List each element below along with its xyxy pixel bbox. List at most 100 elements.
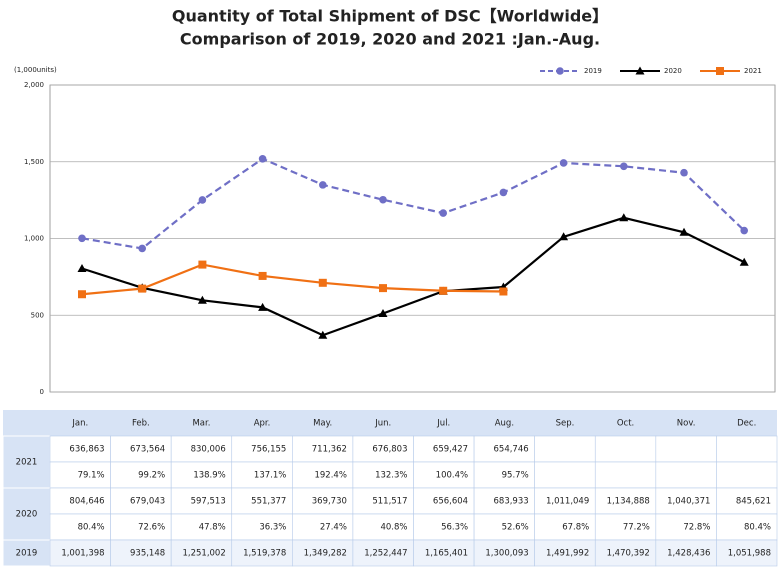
table-cell bbox=[352, 435, 414, 463]
table-month: Aug. bbox=[495, 419, 514, 429]
table-cell bbox=[170, 435, 233, 463]
marker bbox=[556, 67, 564, 75]
table-value: 656,604 bbox=[433, 497, 468, 507]
table-cell bbox=[292, 539, 354, 567]
table-value: 1,349,282 bbox=[304, 549, 347, 559]
table-cell bbox=[473, 435, 535, 463]
table-value: 597,513 bbox=[191, 497, 226, 507]
table-cell bbox=[170, 539, 233, 567]
table-value: 804,646 bbox=[69, 497, 104, 507]
table-value: 830,006 bbox=[191, 445, 226, 455]
table-cell bbox=[110, 513, 172, 541]
table-cell bbox=[110, 487, 172, 515]
table-cell bbox=[49, 461, 111, 489]
table-cell bbox=[49, 487, 111, 515]
table-cell bbox=[716, 513, 778, 541]
table-cell bbox=[292, 435, 354, 463]
marker bbox=[680, 168, 688, 177]
table-cell bbox=[352, 487, 414, 515]
table-cell bbox=[594, 435, 657, 463]
table-value: 1,001,398 bbox=[61, 549, 104, 559]
table-cell bbox=[716, 487, 778, 515]
table-yoy: 36.3% bbox=[259, 523, 286, 533]
table-year: 2019 bbox=[16, 549, 38, 559]
marker bbox=[439, 286, 448, 295]
table-yoy: 192.4% bbox=[314, 471, 346, 481]
table-cell bbox=[170, 513, 233, 541]
table-cell bbox=[716, 461, 778, 489]
table-cell bbox=[49, 539, 111, 567]
table-yoy: 72.6% bbox=[138, 523, 165, 533]
table-cell bbox=[655, 513, 717, 541]
table-cell bbox=[413, 435, 475, 463]
table-yoy: 67.8% bbox=[562, 523, 589, 533]
table-value: 654,746 bbox=[494, 445, 529, 455]
table-value: 369,730 bbox=[312, 497, 347, 507]
table-cell bbox=[534, 539, 596, 567]
marker bbox=[258, 302, 268, 311]
table-yoy: 27.4% bbox=[320, 523, 347, 533]
table-value: 1,428,436 bbox=[667, 549, 710, 559]
table-cell bbox=[594, 513, 657, 541]
marker bbox=[439, 209, 448, 217]
marker bbox=[138, 284, 147, 293]
table-month: Jul. bbox=[436, 419, 450, 429]
table-yoy: 52.6% bbox=[502, 523, 529, 533]
table-yoy: 77.2% bbox=[623, 523, 650, 533]
table-value: 551,377 bbox=[251, 497, 286, 507]
table-value: 676,803 bbox=[372, 445, 407, 455]
table-cell bbox=[231, 539, 293, 567]
table-cell bbox=[292, 461, 354, 489]
y-tick-label: 1,500 bbox=[24, 158, 44, 166]
table-yoy: 100.4% bbox=[436, 471, 468, 481]
table-yoy: 137.1% bbox=[254, 471, 286, 481]
series-line bbox=[81, 263, 504, 296]
series-line bbox=[81, 157, 745, 250]
table-cell bbox=[49, 435, 111, 463]
table-cell bbox=[110, 461, 172, 489]
marker bbox=[679, 227, 689, 236]
legend-label: 2019 bbox=[584, 67, 602, 75]
y-tick-label: 0 bbox=[40, 388, 44, 396]
table-yoy: 56.3% bbox=[441, 523, 468, 533]
table-cell bbox=[473, 487, 535, 515]
table-value: 1,165,401 bbox=[425, 549, 468, 559]
table-cell bbox=[473, 461, 535, 489]
table-cell bbox=[655, 435, 717, 463]
marker bbox=[499, 188, 508, 197]
marker bbox=[620, 162, 628, 171]
table-month: Dec. bbox=[737, 419, 756, 429]
marker bbox=[197, 295, 207, 304]
table-yoy: 72.8% bbox=[683, 523, 710, 533]
table-month: Sep. bbox=[556, 419, 575, 429]
table-month: Feb. bbox=[132, 419, 150, 429]
y-tick-label: 500 bbox=[31, 311, 44, 319]
table-row-header bbox=[2, 487, 51, 541]
table-year: 2020 bbox=[16, 510, 38, 520]
marker bbox=[716, 67, 724, 75]
marker bbox=[379, 195, 387, 204]
table-cell bbox=[110, 435, 172, 463]
table-yoy: 80.4% bbox=[744, 523, 771, 533]
table-value: 1,491,992 bbox=[546, 549, 589, 559]
marker bbox=[635, 66, 645, 75]
y-tick-label: 2,000 bbox=[24, 81, 44, 89]
marker bbox=[78, 290, 86, 299]
table-month: Jan. bbox=[71, 419, 88, 429]
legend-label: 2020 bbox=[664, 67, 682, 75]
table-cell bbox=[170, 487, 233, 515]
table-cell bbox=[352, 513, 414, 541]
table-yoy: 138.9% bbox=[193, 471, 225, 481]
table-yoy: 95.7% bbox=[502, 471, 529, 481]
marker bbox=[319, 181, 327, 189]
table-value: 1,040,371 bbox=[667, 497, 710, 507]
y-tick-label: 1,000 bbox=[24, 235, 44, 243]
table-yoy: 40.8% bbox=[380, 523, 407, 533]
table-yoy: 99.2% bbox=[138, 471, 165, 481]
marker bbox=[619, 213, 629, 222]
marker bbox=[198, 196, 207, 204]
marker bbox=[499, 287, 508, 296]
marker bbox=[77, 263, 87, 272]
table-value: 636,863 bbox=[69, 445, 104, 455]
table-cell bbox=[716, 539, 778, 567]
